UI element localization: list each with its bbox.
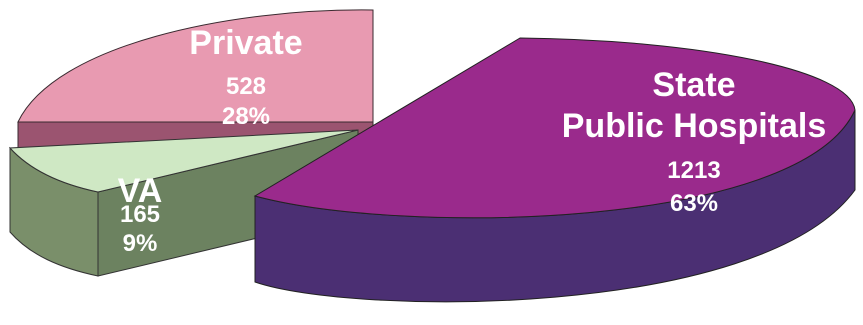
label-va-name: VA	[118, 172, 163, 210]
label-private-name: Private	[189, 24, 302, 62]
label-va-percent: 9%	[123, 230, 158, 257]
label-va-value: 165	[120, 201, 160, 228]
label-state-value: 1213	[667, 157, 720, 184]
slice-state-top	[253, 37, 856, 219]
label-state-name-line2: Public Hospitals	[562, 107, 827, 145]
slice-state	[253, 37, 856, 303]
label-state: State Public Hospitals 1213 63%	[562, 66, 827, 217]
label-va: VA 165 9%	[118, 172, 163, 257]
label-private-value: 528	[226, 73, 266, 100]
label-state-name-line1: State	[652, 66, 735, 104]
slice-va-top	[8, 129, 359, 193]
slice-private	[17, 9, 374, 149]
label-private-percent: 28%	[222, 103, 270, 130]
label-private: Private 528 28%	[189, 24, 302, 130]
slice-private-top	[17, 9, 374, 123]
label-state-percent: 63%	[670, 190, 718, 217]
slice-va	[8, 129, 359, 277]
